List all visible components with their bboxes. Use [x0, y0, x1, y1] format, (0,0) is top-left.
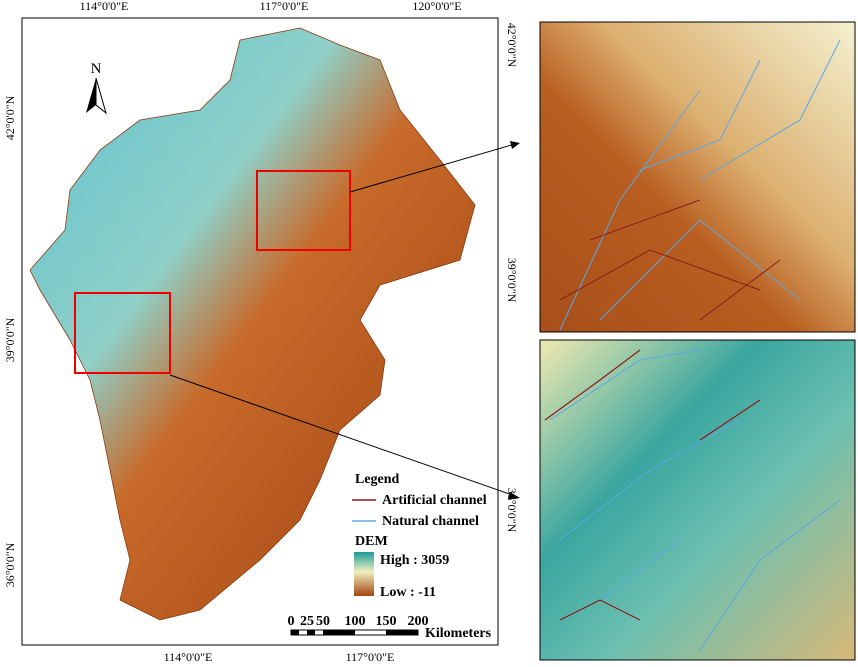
- scale-label: 200: [408, 614, 429, 629]
- legend-label: Natural channel: [382, 514, 479, 529]
- zoom-arrow-1: [349, 143, 516, 193]
- lon-label: 117°0'0"E: [346, 650, 395, 664]
- arrowhead: [508, 492, 520, 500]
- north-arrow: [86, 78, 96, 113]
- lat-label: 36°0'0"N: [3, 542, 17, 587]
- zoom-arrow-2: [169, 374, 516, 497]
- lat-label: 42°0'0"N: [505, 23, 519, 68]
- legend-label: Artificial channel: [382, 493, 487, 508]
- inset-channels: [559, 39, 841, 331]
- north-label: N: [91, 61, 102, 77]
- arrowhead: [510, 141, 520, 149]
- north-arrow: [95, 77, 107, 115]
- scale-label: 150: [376, 614, 397, 629]
- inset-channels: [544, 349, 761, 621]
- zoom-box-1: [256, 170, 351, 251]
- zoom-box-2: [74, 292, 171, 374]
- lon-label: 117°0'0"E: [260, 0, 309, 13]
- legend-dem-title: DEM: [355, 534, 388, 549]
- lon-label: 114°0'0"E: [164, 650, 213, 664]
- scale-label: 100: [345, 614, 366, 629]
- scale-label: 0: [288, 614, 295, 629]
- dem-colorbar: [354, 552, 374, 596]
- lat-label: 42°0'0"N: [3, 95, 17, 140]
- inset-map-2: [539, 339, 856, 661]
- lat-label: 39°0'0"N: [3, 317, 17, 362]
- scale-unit: Kilometers: [425, 626, 492, 641]
- lat-label: 36°0'0"N: [505, 488, 519, 533]
- inset-channels: [559, 199, 781, 321]
- lat-label: 39°0'0"N: [505, 258, 519, 303]
- legend-high: High : 3059: [380, 553, 449, 568]
- study-region: [29, 27, 476, 621]
- scale-label: 25: [300, 614, 314, 629]
- lon-label: 114°0'0"E: [80, 0, 129, 13]
- scale-bar: [290, 629, 419, 636]
- legend-low: Low : -11: [380, 585, 436, 600]
- lon-label: 120°0'0"E: [412, 0, 461, 13]
- scale-label: 50: [316, 614, 330, 629]
- inset-map-1: [539, 21, 856, 333]
- legend-title: Legend: [355, 472, 400, 487]
- inset-channels: [549, 349, 841, 651]
